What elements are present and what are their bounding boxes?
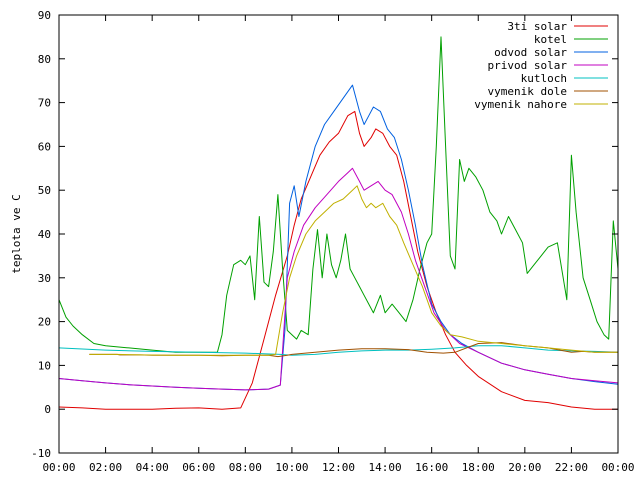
y-tick-label: 70 [38,97,51,110]
series-line-5 [58,345,619,356]
legend-label-6: vymenik dole [488,85,567,98]
x-tick-label: 18:00 [462,461,495,474]
y-tick-label: 10 [38,359,51,372]
x-tick-label: 04:00 [136,461,169,474]
x-tick-label: 06:00 [182,461,215,474]
x-tick-label: 22:00 [555,461,588,474]
series-line-2 [58,36,619,353]
series-line-7 [89,185,618,356]
y-tick-label: 40 [38,228,51,241]
series-layer [58,36,619,410]
y-tick-label: 30 [38,272,51,285]
legend-label-7: vymenik nahore [474,98,567,111]
y-tick-label: 50 [38,184,51,197]
y-axis-label: teplota ve C [10,194,23,273]
x-tick-label: 20:00 [508,461,541,474]
y-tick-label: 20 [38,316,51,329]
x-tick-label: 08:00 [229,461,262,474]
legend-label-2: kotel [534,33,567,46]
ticks-layer: -10 0 10 20 30 40 50 60 70 80 90 00:00 02:00 04:00 06:… [31,9,634,474]
x-tick-label: 00:00 [601,461,634,474]
y-tick-label: 0 [44,403,51,416]
x-tick-label: 14:00 [369,461,402,474]
y-tick-label: 80 [38,53,51,66]
y-tick-label: -10 [31,447,51,460]
x-tick-label: 10:00 [275,461,308,474]
legend-label-4: privod solar [488,59,568,72]
x-tick-label: 12:00 [322,461,355,474]
x-tick-label: 02:00 [89,461,122,474]
x-tick-label: 00:00 [42,461,75,474]
series-line-3 [58,84,619,391]
series-line-4 [58,167,619,391]
x-tick-label: 16:00 [415,461,448,474]
y-tick-label: 60 [38,140,51,153]
y-tick-label: 90 [38,9,51,22]
legend-label-5: kutloch [521,72,567,85]
series-line-1 [58,110,618,410]
legend-label-1: 3ti solar [507,20,567,33]
legend-label-3: odvod solar [494,46,567,59]
